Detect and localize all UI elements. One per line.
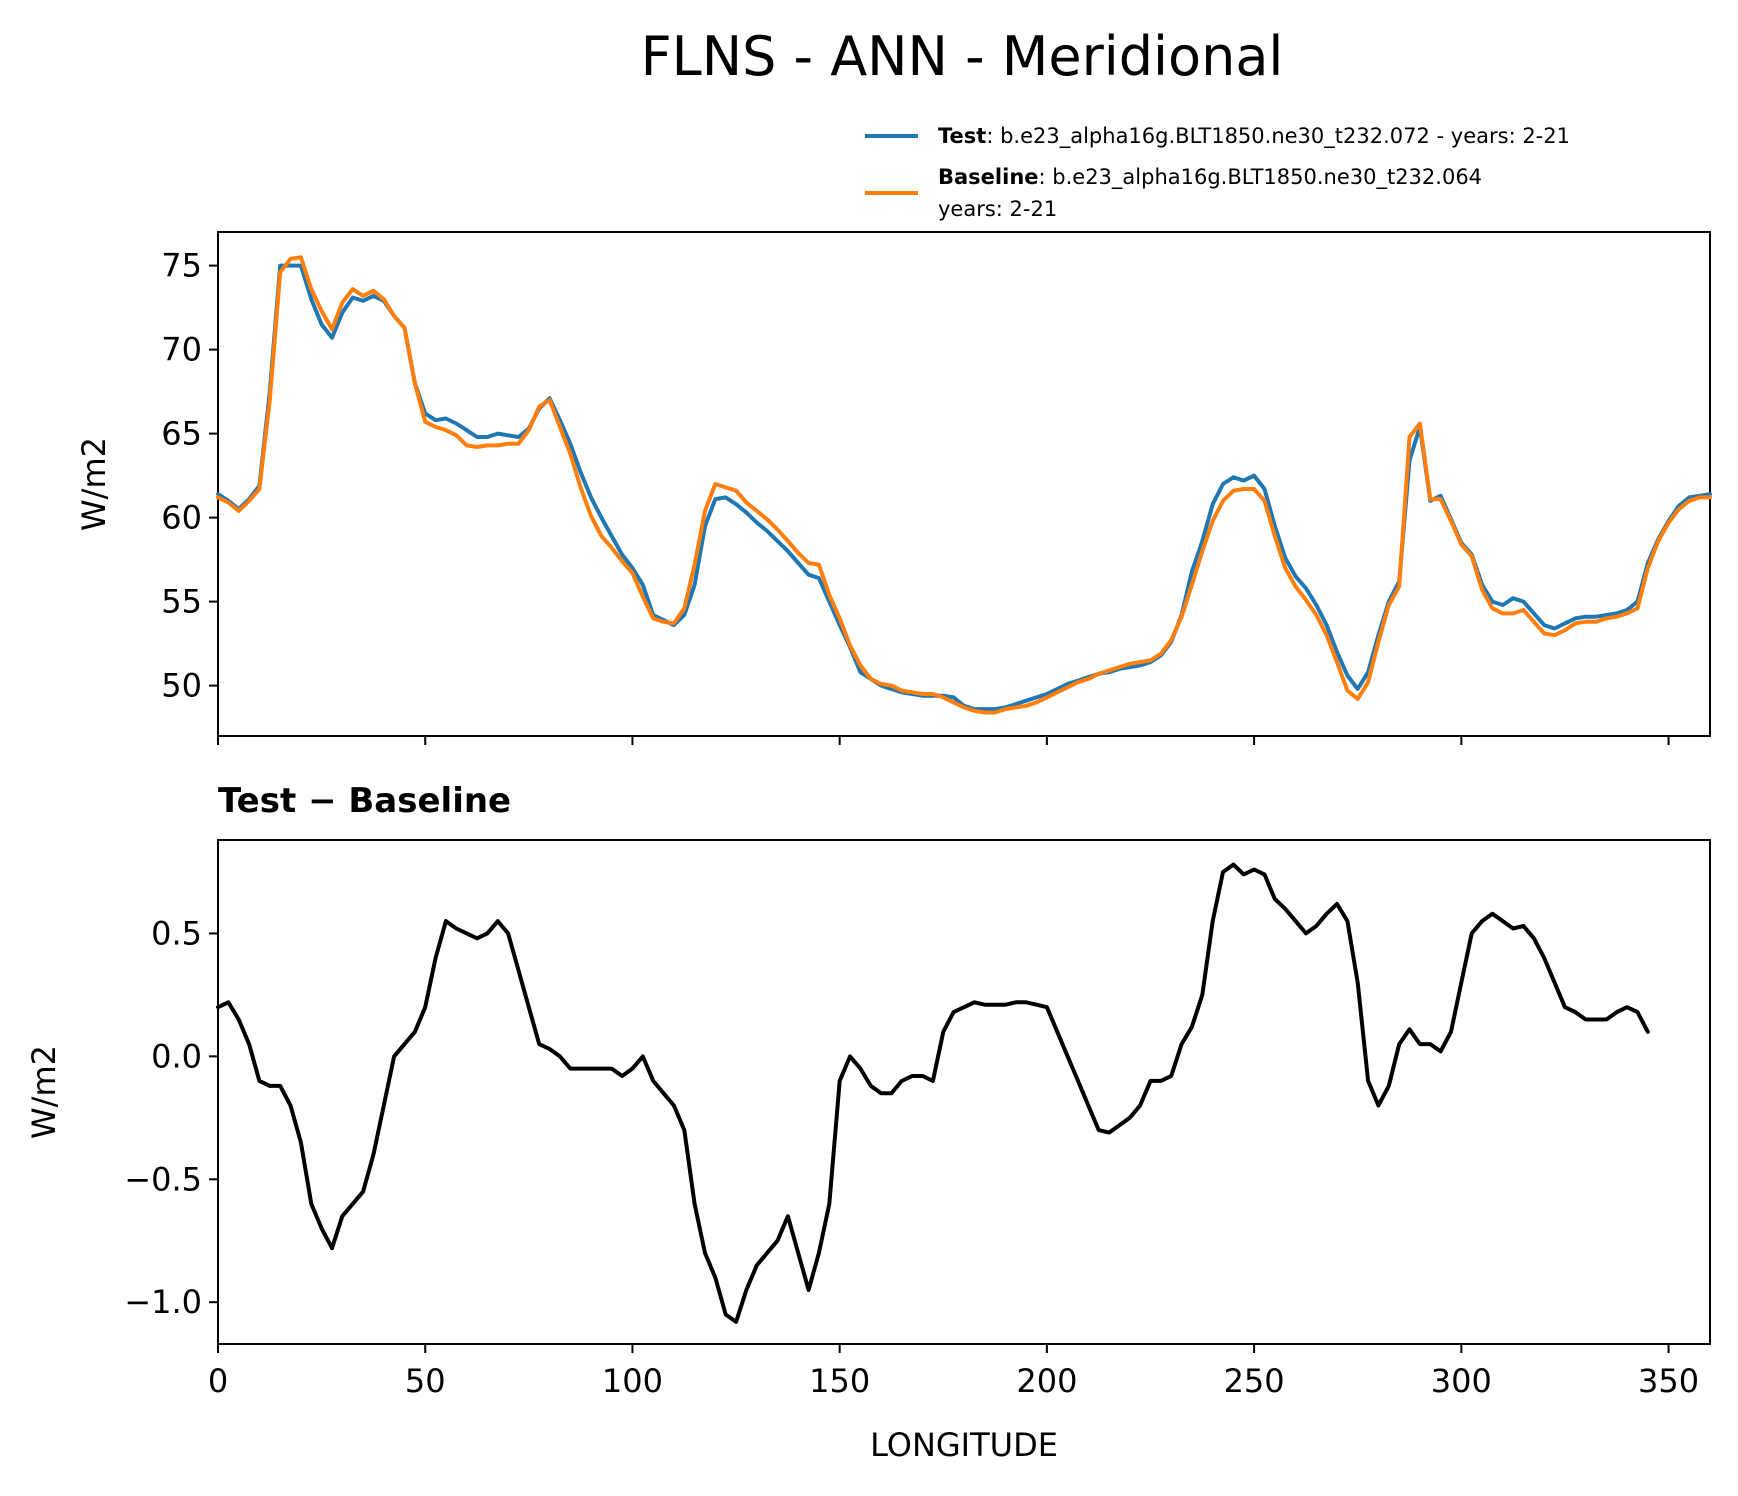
top-ytick-label: 75 <box>161 247 202 285</box>
bottom-ytick-label: 0.0 <box>151 1037 202 1075</box>
bottom-xticks: 0 50 100 150 200 250 300 350 <box>208 1344 1699 1400</box>
xtick-label: 100 <box>602 1362 663 1400</box>
bottom-yticks: 0.5 0.0 −0.5 −1.0 <box>124 914 218 1321</box>
xtick-label: 350 <box>1638 1362 1699 1400</box>
top-panel: 50 55 60 65 70 75 W/m2 <box>75 231 1712 745</box>
xtick-label: 250 <box>1224 1362 1285 1400</box>
bottom-ylabel: W/m2 <box>25 1045 63 1139</box>
top-plot-frame <box>217 231 1711 737</box>
top-ytick-label: 70 <box>161 331 202 369</box>
bottom-series <box>216 862 1650 1324</box>
top-ytick-label: 50 <box>161 667 202 705</box>
bottom-plot-frame <box>217 839 1711 1345</box>
xtick-label: 0 <box>208 1362 228 1400</box>
series-line-test <box>216 263 1712 712</box>
legend: Test: b.e23_alpha16g.BLT1850.ne30_t232.0… <box>865 124 1570 221</box>
top-ytick-label: 65 <box>161 415 202 453</box>
xtick-label: 150 <box>809 1362 870 1400</box>
bottom-ytick-label: −1.0 <box>124 1283 202 1321</box>
top-xticks <box>217 736 1670 745</box>
top-series <box>216 255 1712 715</box>
legend-entry-test: Test: b.e23_alpha16g.BLT1850.ne30_t232.0… <box>938 124 1570 149</box>
xtick-label: 50 <box>405 1362 446 1400</box>
top-ytick-label: 55 <box>161 583 202 621</box>
legend-entry-baseline-years: years: 2-21 <box>938 197 1057 221</box>
series-line-baseline <box>216 255 1712 715</box>
chart-title: FLNS - ANN - Meridional <box>641 25 1284 88</box>
bottom-xlabel: LONGITUDE <box>870 1426 1058 1464</box>
top-ytick-label: 60 <box>161 499 202 537</box>
xtick-label: 300 <box>1431 1362 1492 1400</box>
top-yticks: 50 55 60 65 70 75 <box>161 247 218 705</box>
legend-entry-baseline: Baseline: b.e23_alpha16g.BLT1850.ne30_t2… <box>938 165 1482 190</box>
bottom-ytick-label: −0.5 <box>124 1160 202 1198</box>
top-ylabel: W/m2 <box>75 437 113 531</box>
series-line-test-baseline <box>216 862 1650 1324</box>
bottom-panel: Test − Baseline 0.5 0.0 −0.5 −1.0 0 50 100 150… <box>25 781 1711 1464</box>
bottom-panel-title: Test − Baseline <box>218 781 511 821</box>
bottom-ytick-label: 0.5 <box>151 914 202 952</box>
xtick-label: 200 <box>1016 1362 1077 1400</box>
